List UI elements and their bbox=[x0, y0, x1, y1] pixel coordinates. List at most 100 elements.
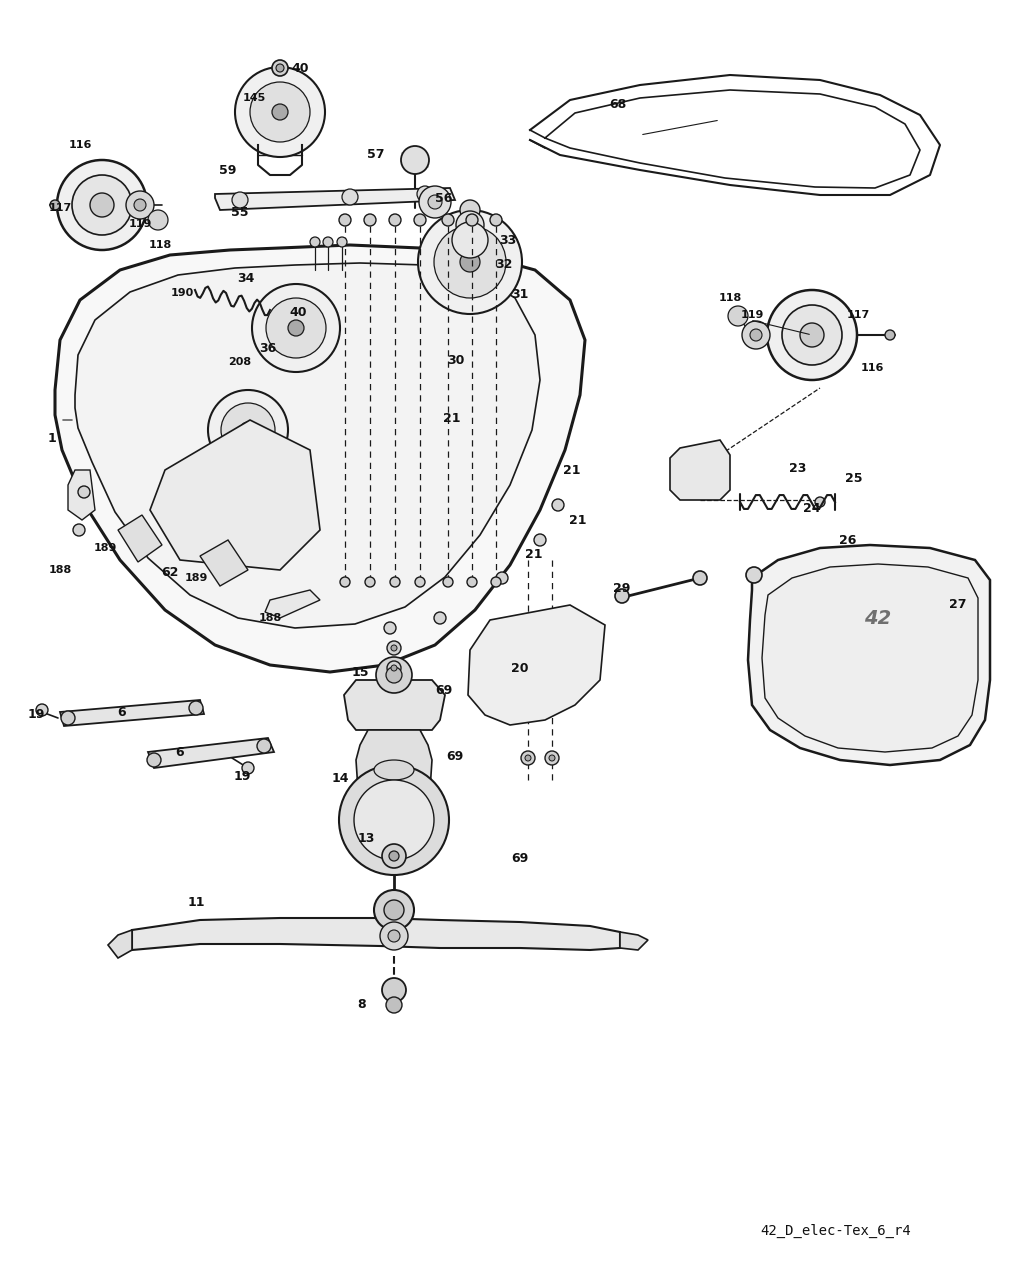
Circle shape bbox=[466, 214, 478, 226]
Circle shape bbox=[90, 193, 114, 217]
Ellipse shape bbox=[374, 760, 414, 780]
Polygon shape bbox=[68, 470, 95, 520]
Text: 117: 117 bbox=[48, 203, 72, 213]
Circle shape bbox=[415, 577, 425, 587]
Circle shape bbox=[434, 226, 506, 298]
Text: 20: 20 bbox=[511, 662, 528, 675]
Circle shape bbox=[552, 500, 564, 511]
Polygon shape bbox=[132, 918, 620, 950]
Circle shape bbox=[354, 780, 434, 860]
Text: 21: 21 bbox=[525, 549, 543, 562]
Text: 6: 6 bbox=[118, 706, 126, 719]
Circle shape bbox=[382, 844, 406, 869]
Text: 32: 32 bbox=[496, 259, 513, 271]
Circle shape bbox=[388, 929, 400, 942]
Circle shape bbox=[221, 403, 275, 456]
Text: 21: 21 bbox=[563, 464, 581, 477]
Text: 21: 21 bbox=[443, 412, 461, 425]
Text: 116: 116 bbox=[69, 139, 92, 150]
Circle shape bbox=[391, 664, 397, 671]
Circle shape bbox=[384, 623, 396, 634]
Circle shape bbox=[414, 214, 426, 226]
Polygon shape bbox=[748, 545, 990, 765]
Text: 27: 27 bbox=[949, 598, 967, 611]
Circle shape bbox=[467, 577, 477, 587]
Polygon shape bbox=[75, 262, 540, 628]
Circle shape bbox=[521, 751, 535, 765]
Polygon shape bbox=[60, 700, 204, 727]
Text: 13: 13 bbox=[357, 832, 375, 844]
Circle shape bbox=[61, 711, 75, 725]
Circle shape bbox=[339, 765, 449, 875]
Text: 68: 68 bbox=[609, 99, 627, 112]
Text: 19: 19 bbox=[233, 770, 251, 782]
Circle shape bbox=[390, 577, 400, 587]
Polygon shape bbox=[108, 929, 132, 959]
Circle shape bbox=[452, 222, 488, 257]
Circle shape bbox=[342, 189, 358, 205]
Circle shape bbox=[525, 754, 531, 761]
Text: 69: 69 bbox=[446, 749, 464, 762]
Polygon shape bbox=[468, 605, 605, 725]
Circle shape bbox=[310, 237, 319, 247]
Circle shape bbox=[288, 320, 304, 336]
Text: 59: 59 bbox=[219, 164, 237, 176]
Circle shape bbox=[782, 306, 842, 365]
Text: 208: 208 bbox=[228, 358, 252, 366]
Circle shape bbox=[815, 497, 825, 507]
Text: 145: 145 bbox=[243, 93, 265, 103]
Circle shape bbox=[365, 577, 375, 587]
Circle shape bbox=[386, 997, 402, 1013]
Text: 1: 1 bbox=[48, 431, 56, 445]
Circle shape bbox=[389, 851, 399, 861]
Text: 6: 6 bbox=[176, 746, 184, 758]
Text: 33: 33 bbox=[500, 233, 517, 246]
Circle shape bbox=[189, 701, 203, 715]
Text: 42: 42 bbox=[864, 609, 892, 628]
Circle shape bbox=[36, 704, 48, 716]
Text: 119: 119 bbox=[128, 219, 152, 230]
Circle shape bbox=[126, 191, 154, 219]
Circle shape bbox=[134, 199, 146, 210]
Circle shape bbox=[490, 214, 502, 226]
Text: 190: 190 bbox=[170, 288, 194, 298]
Polygon shape bbox=[620, 932, 648, 950]
Text: 188: 188 bbox=[48, 566, 72, 574]
Circle shape bbox=[272, 104, 288, 120]
Circle shape bbox=[387, 661, 401, 675]
Circle shape bbox=[208, 391, 288, 470]
Circle shape bbox=[389, 214, 401, 226]
Polygon shape bbox=[344, 680, 445, 730]
Circle shape bbox=[386, 667, 402, 683]
Circle shape bbox=[534, 534, 546, 547]
Polygon shape bbox=[215, 188, 455, 210]
Text: 25: 25 bbox=[845, 472, 863, 484]
Circle shape bbox=[234, 67, 325, 157]
Text: 24: 24 bbox=[803, 502, 821, 515]
Circle shape bbox=[460, 252, 480, 273]
Circle shape bbox=[232, 191, 248, 208]
Circle shape bbox=[767, 290, 857, 380]
Circle shape bbox=[387, 642, 401, 656]
Polygon shape bbox=[762, 564, 978, 752]
Circle shape bbox=[250, 82, 310, 142]
Text: 31: 31 bbox=[511, 289, 528, 302]
Text: 189: 189 bbox=[184, 573, 208, 583]
Circle shape bbox=[417, 186, 433, 202]
Text: 15: 15 bbox=[351, 666, 369, 678]
Circle shape bbox=[800, 323, 824, 347]
Text: 11: 11 bbox=[187, 896, 205, 909]
Polygon shape bbox=[265, 590, 319, 618]
Polygon shape bbox=[118, 515, 162, 562]
Circle shape bbox=[147, 753, 161, 767]
Circle shape bbox=[364, 214, 376, 226]
Polygon shape bbox=[200, 540, 248, 586]
Circle shape bbox=[496, 572, 508, 585]
Circle shape bbox=[323, 237, 333, 247]
Circle shape bbox=[266, 298, 326, 358]
Circle shape bbox=[418, 210, 522, 314]
Text: 21: 21 bbox=[569, 514, 587, 526]
Circle shape bbox=[549, 754, 555, 761]
Text: 118: 118 bbox=[148, 240, 172, 250]
Text: 62: 62 bbox=[162, 566, 178, 578]
